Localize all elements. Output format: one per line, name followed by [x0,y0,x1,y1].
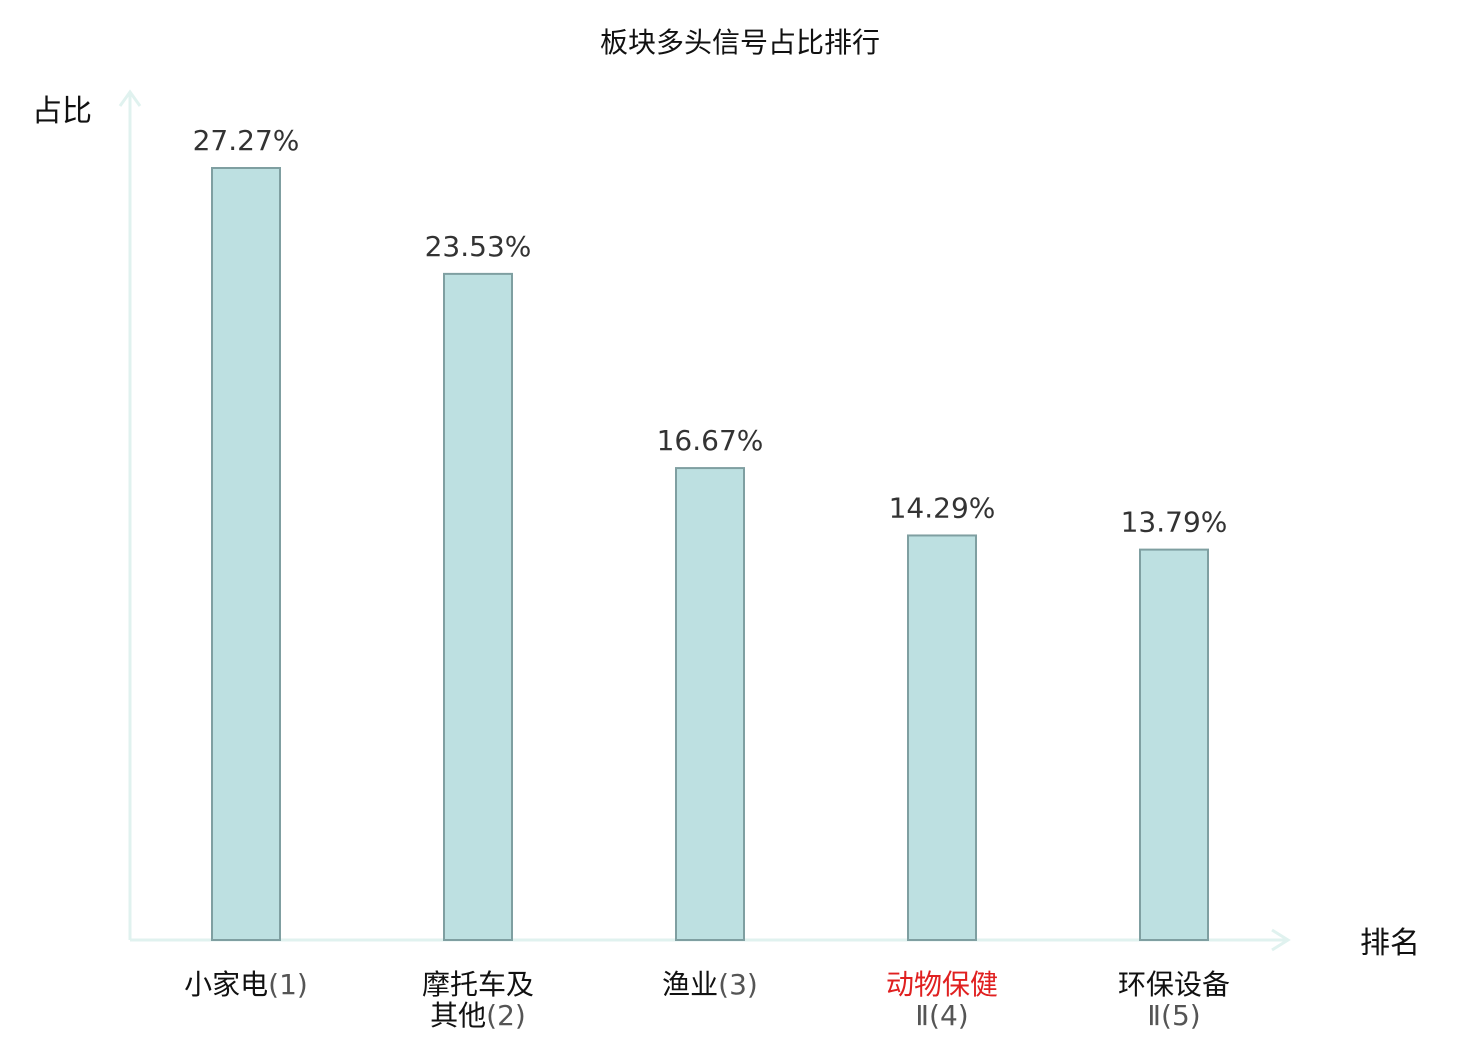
bar-3 [675,467,745,941]
category-label-1: 小家电(1) [184,968,308,1001]
value-label-1: 27.27% [193,124,300,157]
bar-1 [211,167,281,941]
x-axis-arrow [1271,928,1291,952]
category-label-2-line-2: 其他(2) [430,999,526,1032]
category-label-5-line-1: 环保设备 [1118,968,1230,1001]
bar-2 [443,272,513,942]
y-axis-label: 占比 [32,94,92,129]
chart-title: 板块多头信号占比排行 [600,26,880,59]
value-label-2: 23.53% [425,230,532,263]
bar-4 [907,534,977,941]
category-label-5-line-2: Ⅱ(5) [1147,999,1200,1032]
value-label-4: 14.29% [889,491,996,524]
category-label-2-line-1: 摩托车及 [422,968,534,1001]
category-label-4-line-1: 动物保健 [886,968,998,1001]
bar-5 [1139,548,1209,941]
value-label-3: 16.67% [657,424,764,457]
y-axis [118,89,142,940]
y-axis-arrow [118,89,142,107]
category-label-3: 渔业(3) [662,968,758,1001]
category-label-4-line-2: Ⅱ(4) [915,999,968,1032]
bars-group [211,167,1209,942]
value-label-5: 13.79% [1121,506,1228,539]
x-axis-label: 排名 [1360,926,1420,961]
value-labels-group: 27.27% 23.53% 16.67% 14.29% 13.79% [193,124,1228,539]
